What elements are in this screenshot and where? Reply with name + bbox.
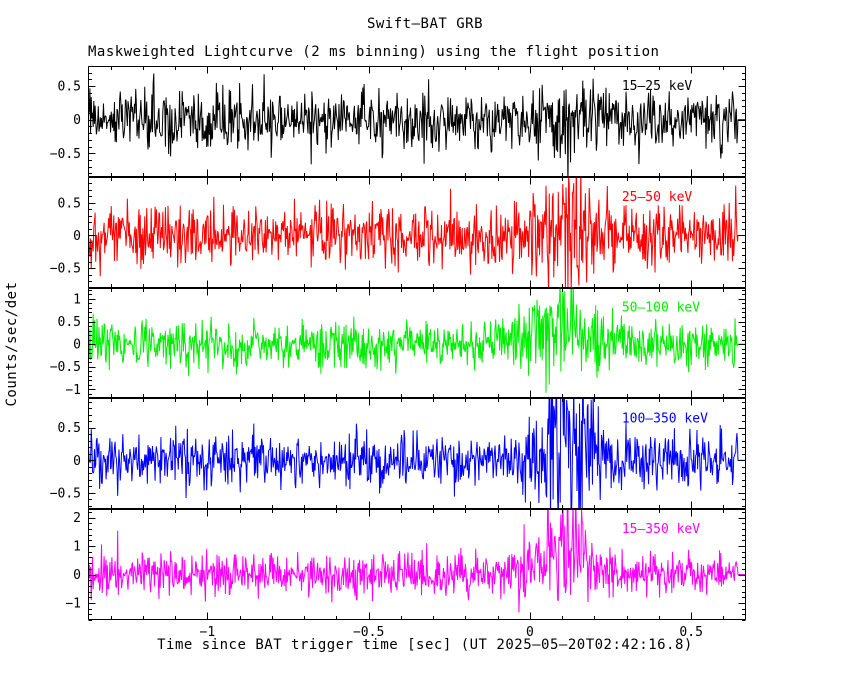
y-axis-label: Counts/sec/det <box>4 281 20 407</box>
chart-subtitle: Maskweighted Lightcurve (2 ms binning) u… <box>88 44 660 60</box>
chart-title: Swift–BAT GRB <box>366 16 484 32</box>
x-axis-label: Time since BAT trigger time [sec] (UT 20… <box>157 637 693 653</box>
